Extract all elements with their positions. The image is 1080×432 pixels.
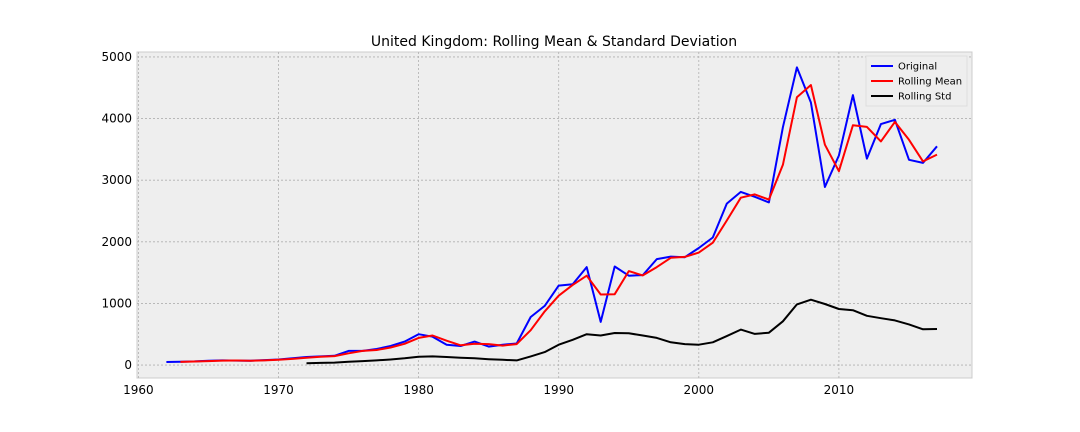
y-tick-label: 4000: [101, 112, 132, 126]
x-tick-label: 1990: [543, 383, 574, 397]
y-axis-ticks: 0 1000 2000 3000 4000 5000: [101, 50, 132, 372]
x-tick-label: 1970: [263, 383, 294, 397]
legend: Original Rolling Mean Rolling Std: [865, 55, 968, 107]
series-line-rolling-mean: [180, 84, 938, 363]
y-tick-label: 3000: [101, 173, 132, 187]
x-tick-label: 1980: [403, 383, 434, 397]
x-tick-label: 2010: [824, 383, 855, 397]
legend-label: Rolling Mean: [898, 77, 962, 88]
chart-title: United Kingdom: Rolling Mean & Standard …: [371, 34, 737, 50]
y-tick-label: 5000: [101, 50, 132, 64]
plot-background: [136, 51, 973, 379]
legend-label: Rolling Std: [898, 92, 951, 103]
gridlines: [137, 52, 972, 378]
x-tick-label: 1960: [123, 383, 154, 397]
y-tick-label: 2000: [101, 235, 132, 249]
x-axis-ticks: 1960 1970 1980 1990 2000 2010: [123, 383, 854, 397]
y-tick-label: 1000: [101, 296, 132, 310]
series-lines: [166, 66, 938, 365]
legend-label: Original: [898, 62, 937, 73]
series-line-rolling-std: [306, 298, 938, 365]
y-tick-label: 0: [124, 358, 132, 372]
x-tick-label: 2000: [684, 383, 715, 397]
